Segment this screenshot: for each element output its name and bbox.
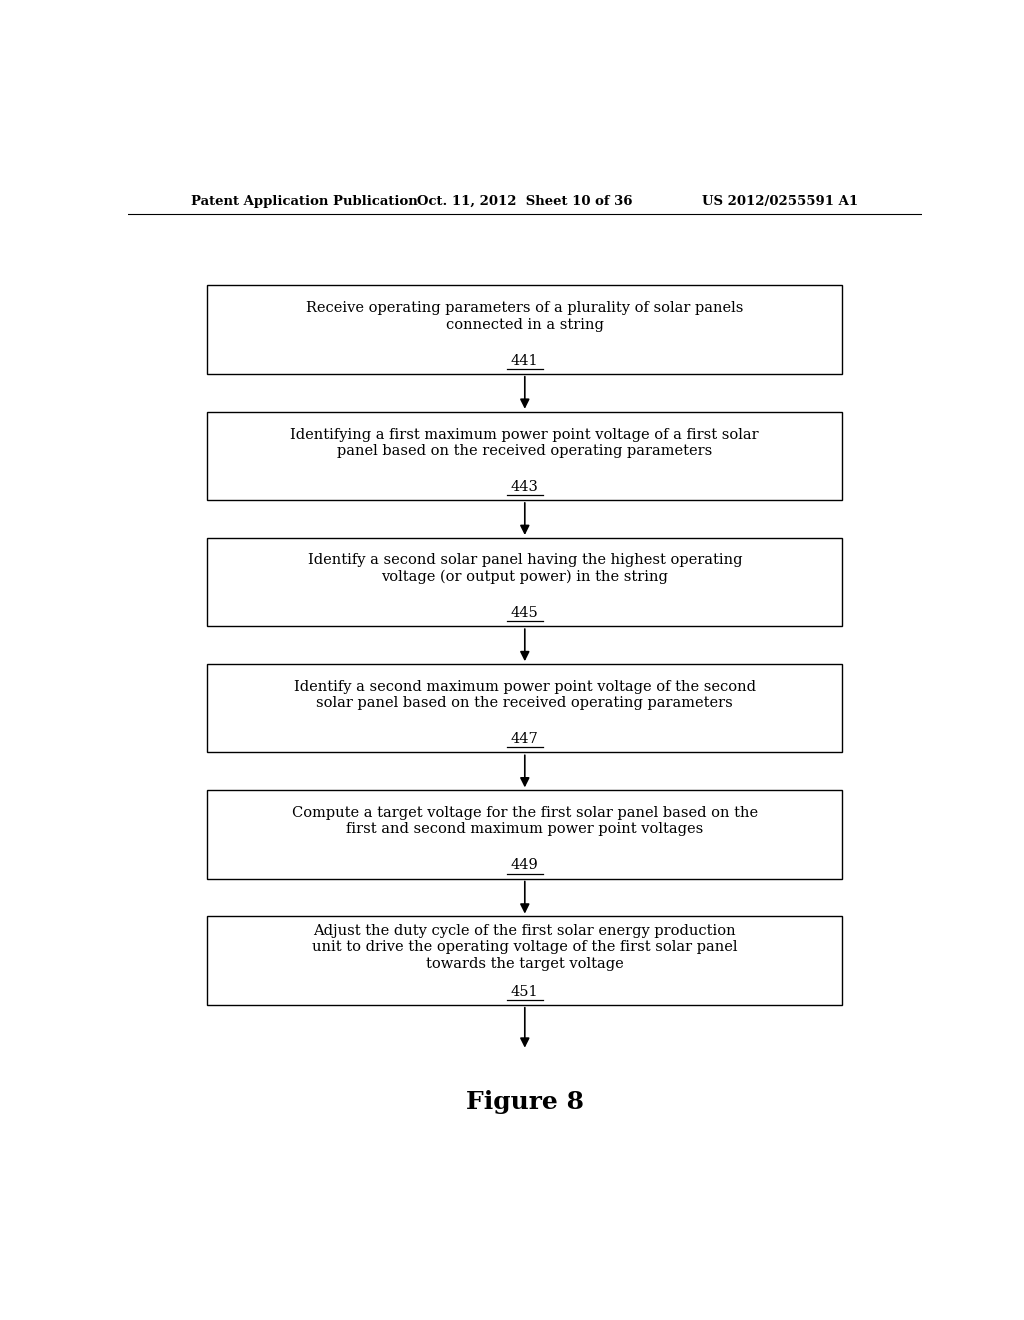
Text: Identifying a first maximum power point voltage of a first solar
panel based on : Identifying a first maximum power point … (291, 428, 759, 458)
Bar (207, 412, 843, 500)
Text: Identify a second solar panel having the highest operating
voltage (or output po: Identify a second solar panel having the… (307, 553, 742, 585)
Text: Adjust the duty cycle of the first solar energy production
unit to drive the ope: Adjust the duty cycle of the first solar… (312, 924, 737, 970)
Text: 451: 451 (511, 985, 539, 999)
Bar (207, 537, 843, 626)
Text: Receive operating parameters of a plurality of solar panels
connected in a strin: Receive operating parameters of a plural… (306, 301, 743, 331)
Text: Oct. 11, 2012  Sheet 10 of 36: Oct. 11, 2012 Sheet 10 of 36 (417, 194, 633, 207)
Bar (207, 285, 843, 374)
Text: Patent Application Publication: Patent Application Publication (191, 194, 418, 207)
Bar (207, 791, 843, 879)
Text: Figure 8: Figure 8 (466, 1089, 584, 1114)
Text: 447: 447 (511, 733, 539, 746)
Text: 441: 441 (511, 354, 539, 367)
Text: 443: 443 (511, 479, 539, 494)
Bar (207, 664, 843, 752)
Text: US 2012/0255591 A1: US 2012/0255591 A1 (702, 194, 858, 207)
Text: Compute a target voltage for the first solar panel based on the
first and second: Compute a target voltage for the first s… (292, 807, 758, 837)
Text: 445: 445 (511, 606, 539, 620)
Bar (207, 916, 843, 1005)
Text: Identify a second maximum power point voltage of the second
solar panel based on: Identify a second maximum power point vo… (294, 680, 756, 710)
Text: 449: 449 (511, 858, 539, 873)
